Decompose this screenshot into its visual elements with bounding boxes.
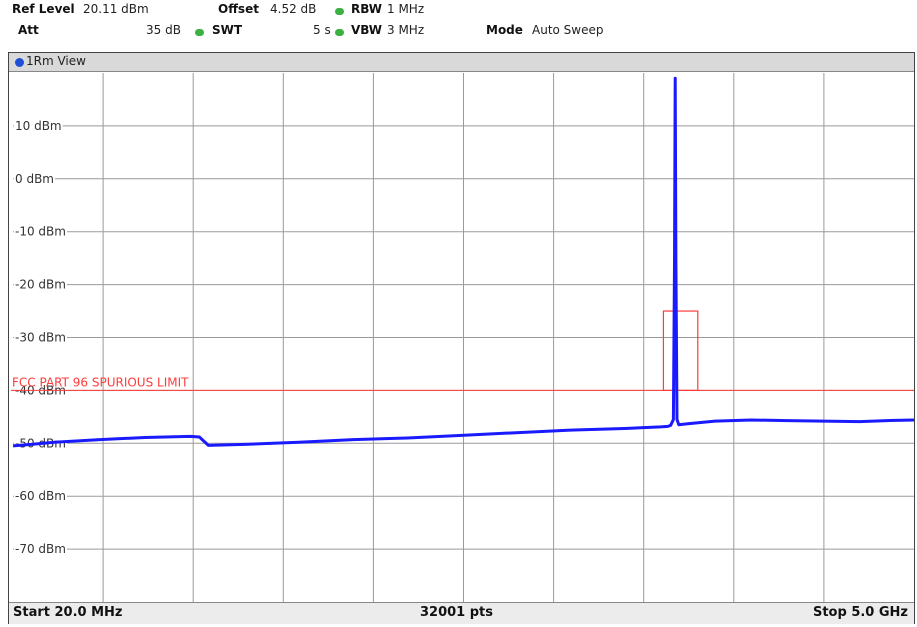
plot-grid	[13, 73, 914, 602]
view-tab-label: 1Rm View	[26, 54, 86, 68]
rbw-value: 1 MHz	[387, 2, 425, 16]
view-tab-bar[interactable]: 1Rm View	[9, 53, 914, 72]
y-tick-label-bg	[14, 171, 55, 185]
vbw-value: 3 MHz	[387, 23, 425, 37]
trace-layer	[12, 76, 915, 448]
frequency-footer: Start 20.0 MHz 32001 pts Stop 5.0 GHz	[9, 602, 914, 624]
y-tick-label-bg	[14, 277, 67, 291]
trace-line	[12, 76, 915, 448]
y-tick-label-bg	[14, 224, 67, 238]
ref-level-label: Ref Level	[12, 2, 75, 16]
sweep-points: 32001 pts	[420, 605, 494, 620]
stop-frequency: Stop 5.0 GHz	[812, 605, 908, 620]
offset-status-icon	[335, 8, 344, 15]
y-tick-label: -60 dBm	[15, 489, 66, 503]
y-tick-label: -10 dBm	[15, 225, 66, 239]
att-value: 35 dB	[146, 23, 181, 37]
y-tick-label-bg	[14, 489, 67, 503]
instrument-settings-header: Ref Level 20.11 dBm Offset 4.52 dB RBW 1…	[0, 0, 917, 52]
offset-label: Offset	[218, 2, 259, 16]
swt-label: SWT	[212, 23, 243, 37]
mode-label: Mode	[486, 23, 523, 37]
ref-level-value: 20.11 dBm	[83, 2, 149, 16]
y-tick-label-bg	[14, 330, 67, 344]
limit-line-label: FCC PART 96 SPURIOUS LIMIT	[12, 375, 189, 389]
offset-value: 4.52 dB	[270, 2, 317, 16]
att-label: Att	[18, 23, 39, 37]
trace-indicator-icon	[15, 58, 24, 67]
vbw-label: VBW	[351, 23, 383, 37]
y-tick-label-bg	[14, 118, 63, 132]
mode-value: Auto Sweep	[532, 23, 604, 37]
y-tick-label: -30 dBm	[15, 331, 66, 345]
y-tick-label: 10 dBm	[15, 119, 62, 133]
y-tick-label: -20 dBm	[15, 278, 66, 292]
att-status-icon	[195, 29, 204, 36]
y-tick-label: 0 dBm	[15, 172, 54, 186]
swt-status-icon	[335, 29, 344, 36]
y-tick-label-bg	[14, 542, 67, 556]
limit-overlay: FCC PART 96 SPURIOUS LIMIT	[11, 310, 914, 391]
limit-box	[662, 310, 699, 391]
y-tick-label: -70 dBm	[15, 542, 66, 556]
start-frequency: Start 20.0 MHz	[13, 605, 123, 620]
rbw-label: RBW	[351, 2, 382, 16]
swt-value: 5 s	[313, 23, 331, 37]
